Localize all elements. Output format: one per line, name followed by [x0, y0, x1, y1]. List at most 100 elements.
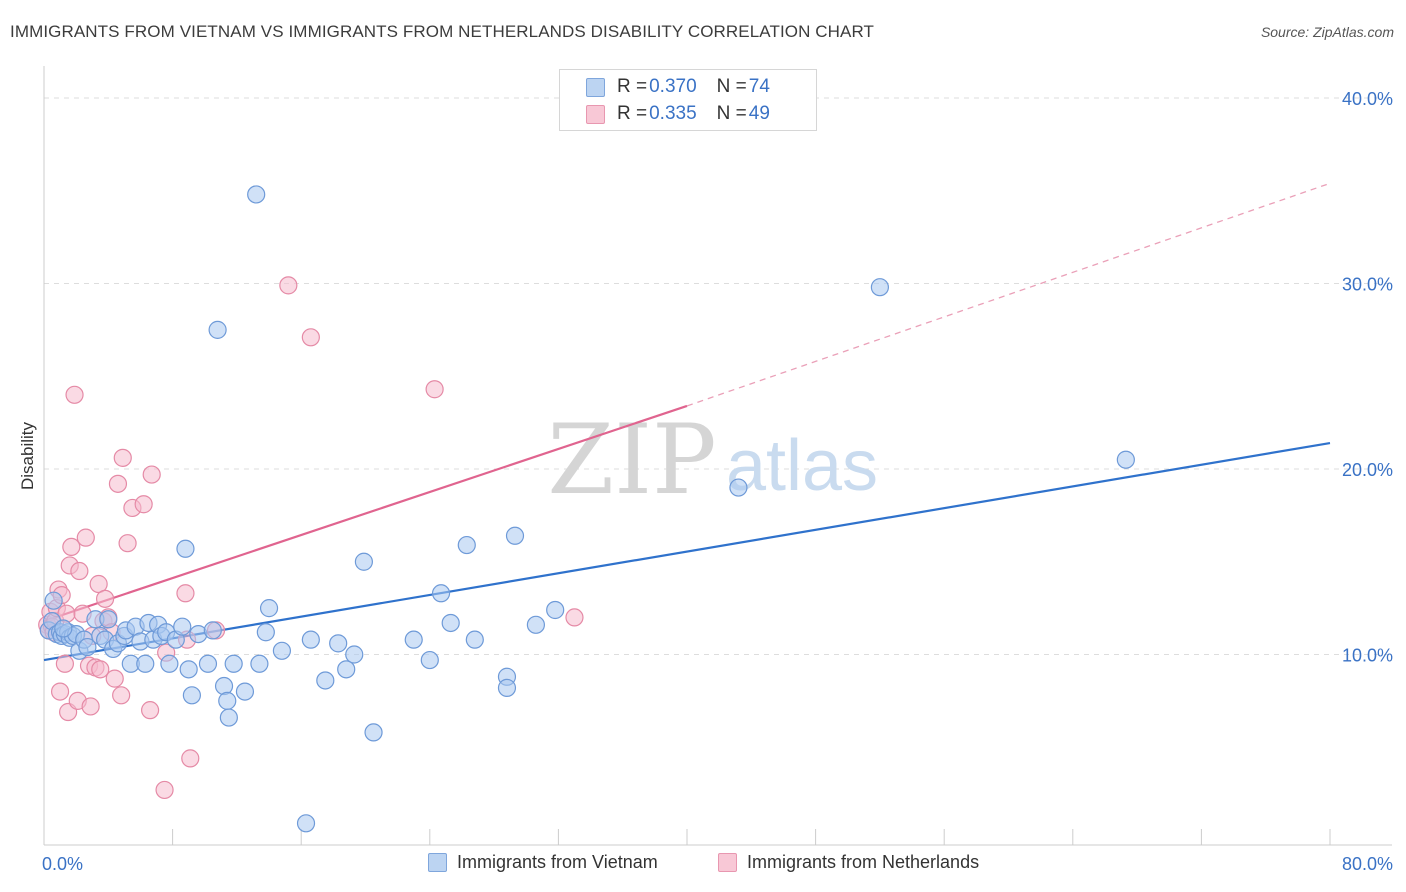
data-point-vietnam	[329, 634, 348, 653]
data-point-vietnam	[441, 613, 460, 633]
data-point-vietnam	[176, 539, 195, 558]
data-point-vietnam	[296, 814, 316, 833]
series-legend-netherlands-label: Immigrants from Netherlands	[747, 852, 980, 872]
data-point-netherlands	[76, 528, 95, 547]
data-point-vietnam	[526, 615, 545, 634]
series-legend-vietnam-label: Immigrants from Vietnam	[457, 852, 658, 872]
data-point-netherlands	[176, 584, 195, 603]
data-point-netherlands	[113, 448, 132, 467]
data-point-netherlands	[81, 697, 100, 716]
data-point-netherlands	[62, 537, 81, 557]
x-tick-label-min: 0.0%	[42, 854, 83, 874]
data-point-netherlands	[134, 495, 153, 514]
data-point-vietnam	[465, 630, 484, 649]
series-netherlands-points	[38, 276, 584, 800]
data-point-netherlands	[118, 534, 137, 553]
data-point-vietnam	[259, 599, 279, 618]
data-point-vietnam	[345, 645, 364, 664]
legend-swatch-blue	[586, 77, 605, 97]
data-point-vietnam	[78, 637, 97, 657]
data-point-netherlands	[279, 276, 298, 295]
legend-n-value: 49	[748, 103, 770, 124]
data-point-vietnam	[404, 630, 423, 649]
legend-row-vietnam: R = 0.370 N = 74	[586, 74, 770, 100]
data-point-netherlands	[65, 385, 84, 404]
data-point-vietnam	[505, 526, 525, 545]
trend-line-netherlands	[43, 404, 688, 623]
series-legend-vietnam[interactable]: Immigrants from Vietnam	[428, 852, 658, 873]
data-point-vietnam	[457, 535, 476, 555]
x-tick-label-max: 80.0%	[1342, 854, 1393, 874]
data-point-vietnam	[250, 654, 269, 673]
data-point-vietnam	[224, 654, 243, 673]
series-legend-netherlands[interactable]: Immigrants from Netherlands	[718, 852, 979, 873]
data-point-vietnam	[870, 278, 890, 297]
legend-n-label: N =	[716, 76, 747, 97]
data-point-vietnam	[214, 676, 234, 696]
data-point-vietnam	[316, 671, 335, 690]
y-tick-label: 40.0%	[1342, 89, 1393, 109]
data-point-vietnam	[420, 650, 439, 670]
y-axis-label: Disability	[18, 421, 37, 491]
legend-r-label: R =	[617, 76, 648, 97]
data-point-vietnam	[256, 623, 275, 642]
data-point-vietnam	[337, 660, 356, 679]
data-point-netherlands	[105, 669, 124, 688]
data-point-vietnam	[301, 630, 320, 649]
series-vietnam-points	[39, 185, 1135, 833]
data-point-vietnam	[219, 708, 238, 727]
data-point-vietnam	[364, 723, 383, 742]
data-point-vietnam	[198, 654, 218, 673]
correlation-legend: R = 0.370 N = 74 R = 0.335 N = 49	[559, 69, 817, 131]
data-point-vietnam	[208, 320, 227, 339]
chart-title: IMMIGRANTS FROM VIETNAM VS IMMIGRANTS FR…	[10, 22, 875, 41]
data-point-netherlands	[155, 780, 174, 800]
data-point-vietnam	[431, 584, 451, 603]
legend-n-value: 74	[748, 76, 770, 97]
data-point-vietnam	[1116, 450, 1135, 469]
legend-swatch-pink	[586, 104, 605, 124]
legend-r-value: 0.335	[649, 103, 697, 124]
data-point-vietnam	[173, 617, 192, 636]
data-point-netherlands	[565, 608, 584, 627]
watermark-zip: ZIP	[547, 404, 716, 516]
y-tick-label: 20.0%	[1342, 460, 1393, 480]
series-legend: Immigrants from Vietnam Immigrants from …	[0, 852, 1406, 878]
data-point-vietnam	[160, 654, 179, 673]
data-point-netherlands	[140, 701, 160, 720]
data-point-vietnam	[247, 185, 266, 204]
tick-labels: 10.0% 20.0% 30.0% 40.0% 0.0% 80.0%	[42, 89, 1393, 874]
data-point-netherlands	[142, 465, 161, 484]
data-point-vietnam	[99, 610, 118, 629]
trend-lines	[43, 182, 1331, 662]
y-tick-label: 10.0%	[1342, 646, 1393, 666]
trend-line-netherlands-extrapolated	[686, 182, 1331, 407]
data-point-netherlands	[70, 561, 89, 581]
data-point-vietnam	[182, 686, 201, 705]
data-point-netherlands	[91, 660, 110, 679]
data-point-vietnam	[218, 691, 237, 710]
legend-n-label: N =	[716, 103, 747, 124]
data-point-vietnam	[546, 600, 565, 620]
data-point-vietnam	[179, 660, 198, 679]
data-point-netherlands	[112, 686, 131, 705]
data-point-vietnam	[44, 591, 63, 610]
legend-r-label: R =	[617, 103, 648, 124]
series-swatch-pink	[718, 853, 737, 872]
gridlines	[44, 97, 1392, 655]
legend-r-value: 0.370	[649, 76, 697, 97]
data-point-netherlands	[425, 380, 444, 399]
trend-line-vietnam	[43, 441, 1331, 662]
data-point-vietnam	[354, 552, 373, 571]
data-point-netherlands	[181, 749, 200, 768]
data-point-netherlands	[108, 474, 128, 493]
data-point-netherlands	[50, 682, 70, 701]
watermark-atlas: atlas	[726, 426, 878, 506]
watermark: ZIP atlas	[547, 404, 878, 516]
data-point-vietnam	[136, 654, 155, 673]
data-point-vietnam	[497, 678, 517, 697]
y-tick-label: 30.0%	[1342, 275, 1393, 295]
data-point-vietnam	[272, 641, 292, 660]
data-point-vietnam	[235, 682, 255, 701]
